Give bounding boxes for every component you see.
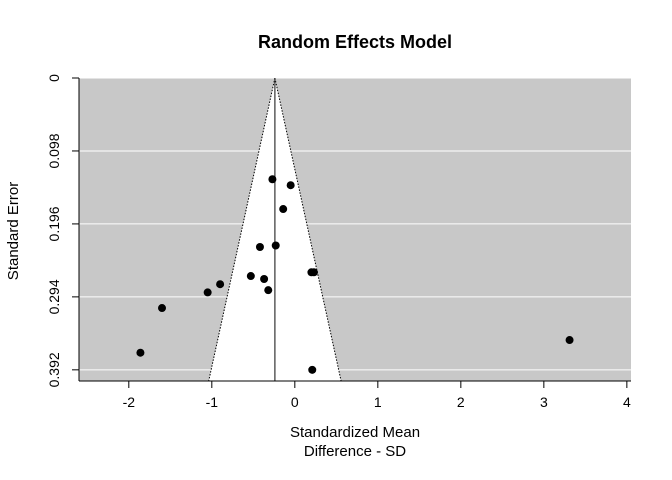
x-tick-label: -1 (206, 394, 219, 410)
data-point-1 (268, 175, 277, 184)
data-point-12 (203, 288, 212, 297)
plot-background (79, 78, 631, 381)
x-axis-label-line-1: Standardized Mean (290, 424, 420, 441)
chart-title: Random Effects Model (258, 32, 452, 52)
y-tick-label: 0.196 (46, 206, 62, 241)
x-tick-label: -2 (123, 394, 136, 410)
data-point-14 (136, 348, 145, 357)
data-point-9 (260, 275, 269, 284)
y-tick-label: 0.392 (46, 352, 62, 387)
data-point-5 (271, 241, 280, 250)
y-axis-label: Standard Error (5, 182, 22, 280)
data-point-4 (255, 242, 264, 251)
x-tick-label: 3 (540, 394, 548, 410)
funnel-group (79, 78, 631, 381)
plot-panel: -2 -1 0 1 2 3 4 0 0.098 0.196 0.294 0.392 (46, 74, 631, 410)
y-tick-label: 0.098 (46, 133, 62, 168)
data-point-2 (286, 181, 295, 190)
y-tick-label: 0.294 (46, 279, 62, 314)
x-tick-label: 2 (457, 394, 465, 410)
data-point-8 (246, 272, 255, 281)
data-point-13 (158, 304, 167, 313)
data-point-10 (264, 286, 273, 295)
funnel-left-boundary (208, 78, 276, 381)
funnel-right-boundary (274, 78, 342, 381)
data-point-3 (279, 205, 288, 214)
data-point-16 (565, 336, 574, 345)
x-tick-label: 0 (291, 394, 299, 410)
y-tick-label: 0 (46, 74, 62, 82)
x-tick-label: 1 (374, 394, 382, 410)
data-point-7 (309, 268, 318, 277)
x-tick-label: 4 (623, 394, 631, 410)
data-point-11 (216, 280, 225, 289)
data-point-15 (308, 365, 317, 374)
x-axis-label-line-2: Difference - SD (304, 443, 406, 460)
